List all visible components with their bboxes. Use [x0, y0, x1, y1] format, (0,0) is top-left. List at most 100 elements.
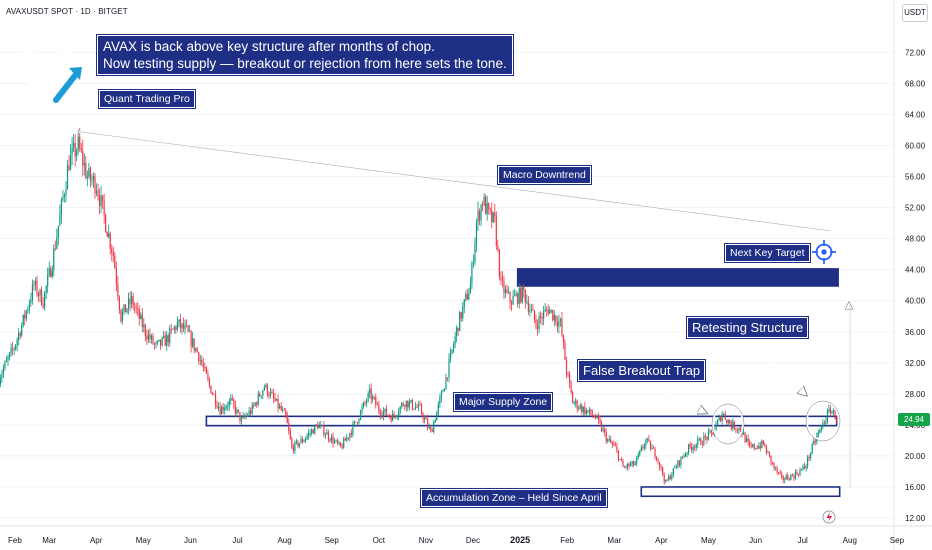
candle-body [155, 343, 157, 344]
candle [48, 261, 50, 278]
candle-body [420, 404, 423, 414]
candle-body [749, 441, 751, 446]
candle-body [385, 408, 388, 416]
candle [620, 457, 623, 462]
candle-body [445, 377, 447, 389]
candle-body [803, 466, 806, 469]
candle [472, 254, 475, 269]
candle-body [771, 462, 774, 464]
candle [73, 133, 75, 153]
candle-body [231, 398, 233, 400]
candle [2, 364, 5, 378]
candle [756, 445, 758, 450]
candle [356, 421, 359, 426]
candle-body [210, 385, 212, 394]
candle [576, 399, 578, 413]
candle-body [108, 233, 110, 237]
candle [703, 432, 705, 446]
candle [211, 391, 214, 396]
candle-body [28, 303, 30, 310]
candle [297, 440, 299, 449]
candle-body [436, 411, 438, 421]
candle-body [491, 209, 493, 222]
candle [134, 302, 136, 314]
candle-body [27, 309, 29, 311]
candle-body [79, 136, 81, 148]
false-breakout-circle [712, 404, 744, 444]
candle-body [517, 293, 519, 304]
candle [720, 415, 722, 423]
candle [188, 324, 191, 333]
candle [94, 172, 96, 199]
candle [698, 437, 700, 442]
candle-body [395, 415, 397, 417]
candle-body [182, 323, 185, 330]
candle-body [584, 406, 586, 414]
candle [765, 444, 768, 455]
candle [401, 401, 403, 410]
candle-body [57, 225, 59, 238]
candle-body [712, 432, 714, 436]
candle-body [53, 248, 55, 271]
candle [390, 414, 392, 423]
candle [326, 428, 328, 435]
candle-body [391, 414, 394, 422]
price-tick-label: 52.00 [905, 204, 926, 213]
candle [567, 371, 569, 378]
candle [822, 419, 824, 430]
candle-body [469, 284, 471, 294]
candle [120, 309, 122, 324]
candle-body [652, 447, 655, 449]
candle-body [657, 459, 659, 462]
candle-body [437, 404, 439, 412]
candle [288, 418, 290, 435]
candle [466, 288, 468, 301]
candle-body [536, 326, 539, 330]
candle [373, 395, 375, 401]
candle-body [579, 405, 581, 409]
candle [112, 246, 114, 263]
symbol-label[interactable]: AVAXUSDT SPOT · 1D · BITGET [6, 7, 128, 16]
candle-body [160, 339, 162, 346]
candle [729, 419, 731, 425]
candle [201, 355, 203, 367]
candle [568, 371, 571, 389]
candle [399, 406, 401, 415]
candle-body [547, 309, 549, 314]
candle-body [199, 359, 201, 361]
candle-body [341, 446, 343, 449]
candle-body [817, 432, 819, 437]
candle [572, 390, 574, 404]
candle-body [115, 268, 117, 284]
candle-body [88, 168, 90, 177]
candle-body [338, 442, 340, 444]
candle [384, 408, 386, 416]
candle [611, 441, 613, 449]
candle [625, 464, 627, 470]
candle [666, 478, 668, 481]
time-tick-label: Mar [607, 536, 621, 545]
candle-body [359, 410, 362, 420]
candle [344, 436, 346, 441]
candle-body [320, 425, 322, 426]
candle-body [552, 309, 554, 321]
candle-body [489, 208, 491, 210]
candle-body [294, 442, 296, 451]
candle [80, 143, 82, 154]
candle-body [636, 457, 638, 464]
candle-body [820, 425, 822, 430]
candle-body [710, 430, 713, 433]
currency-button[interactable]: USDT [902, 4, 928, 22]
candle-body [628, 463, 630, 466]
candle-body [355, 421, 357, 423]
candle [593, 414, 595, 418]
time-tick-label: 2025 [510, 535, 530, 545]
candle [172, 328, 174, 330]
candle [204, 362, 206, 371]
candle [187, 324, 189, 333]
candle [457, 327, 459, 336]
candle [304, 436, 307, 444]
candle [347, 437, 349, 441]
candle-body [227, 406, 229, 408]
